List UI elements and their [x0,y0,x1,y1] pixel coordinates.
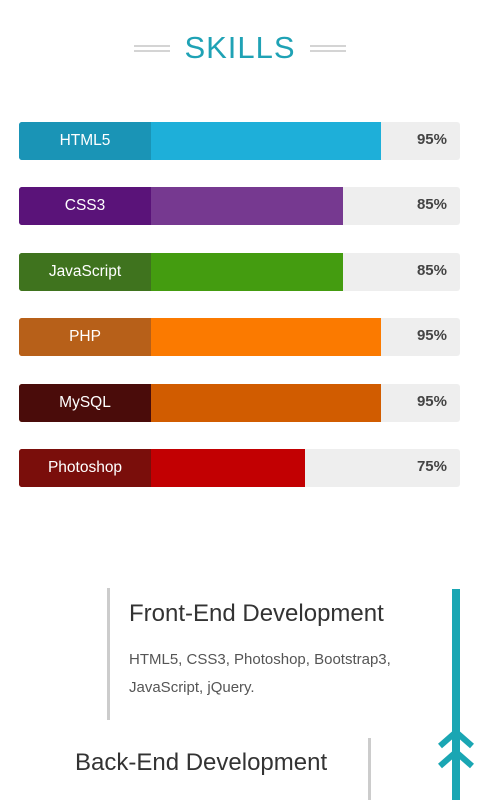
skill-percent: 95% [416,131,447,148]
skill-percent: 75% [416,457,447,475]
section-title: SKILLS [184,30,296,65]
skill-percent: 85% [416,196,447,214]
timeline-item-description: HTML5, CSS3, Photoshop, Bootstrap3, Java… [129,651,391,696]
skill-bar-mysql: MySQL 95% [19,383,460,422]
header-decoration-left [134,44,171,52]
chevron-up-icon [438,748,474,769]
timeline-item-divider [368,738,371,800]
skill-label: MySQL [19,383,151,422]
double-chevron-up-icon [438,728,474,749]
skill-bar-photoshop: Photoshop 75% [19,448,460,487]
timeline-item-divider [107,588,110,720]
skill-label: Photoshop [19,448,151,487]
skill-percent: 85% [416,261,447,279]
skills-list: HTML5 95% CSS3 85% JavaScript 85% PHP 95… [19,122,460,514]
skill-bar-css3: CSS3 85% [19,187,460,226]
skill-percent: 95% [416,392,447,410]
skill-label: HTML5 [19,122,151,160]
header-decoration-right [309,44,346,52]
skill-label: JavaScript [19,252,151,291]
timeline-line [452,589,460,800]
skill-bar-html5: HTML5 95% [19,122,460,160]
skill-percent: 95% [416,327,447,345]
timeline-item-title: Front-End Development [129,600,384,627]
skill-label: CSS3 [19,187,151,226]
skill-bar-javascript: JavaScript 85% [19,252,460,291]
timeline-item-title: Back-End Development [75,749,328,776]
skill-bar-php: PHP 95% [19,318,460,357]
section-header: SKILLS [0,28,480,68]
skill-label: PHP [19,318,151,357]
